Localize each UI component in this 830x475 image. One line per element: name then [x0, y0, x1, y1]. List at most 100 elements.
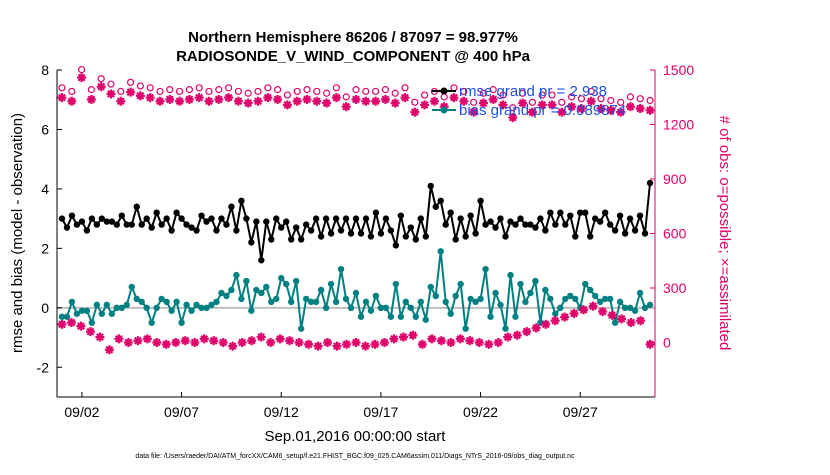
bias-point: [611, 319, 619, 326]
bias-point: [362, 298, 370, 306]
obs-assimilated-marker: [449, 93, 459, 103]
obs-possible-marker: [58, 84, 66, 92]
obs-low-count-marker: [323, 338, 333, 347]
bias-point: [342, 295, 350, 303]
obs-assimilated-marker: [508, 113, 518, 123]
bias-point: [123, 301, 130, 309]
bias-point: [163, 298, 170, 306]
obs-assimilated-marker: [341, 102, 351, 112]
obs-low-count-marker: [417, 339, 427, 349]
bias-point: [572, 295, 579, 303]
obs-assimilated-marker: [194, 93, 204, 103]
bias-point: [258, 289, 265, 297]
obs-low-count-marker: [617, 314, 627, 324]
obs-assimilated-marker: [567, 102, 577, 112]
rmse-point: [626, 215, 634, 222]
bias-point: [542, 286, 549, 294]
obs-possible-marker: [273, 86, 282, 94]
obs-assimilated-marker: [390, 98, 400, 108]
rmse-point: [527, 221, 534, 228]
obs-possible-marker: [558, 98, 566, 106]
bias-point: [128, 283, 135, 291]
rmse-point: [263, 218, 270, 225]
obs-possible-marker: [68, 87, 76, 96]
obs-possible-marker: [538, 91, 546, 99]
obs-assimilated-marker: [371, 96, 381, 106]
obs-assimilated-marker: [361, 96, 371, 106]
bias-point: [482, 265, 489, 273]
obs-possible-marker: [97, 75, 105, 83]
obs-low-count-marker: [237, 338, 247, 347]
obs-assimilated-marker: [518, 98, 528, 108]
obs-low-count-marker: [484, 339, 494, 349]
rmse-point: [163, 215, 170, 222]
rmse-point: [437, 197, 444, 204]
data-file-footnote: data file: /Users/raeder/DAI/ATM_forcXX/…: [135, 453, 575, 460]
rmse-point: [342, 215, 350, 222]
obs-possible-marker: [215, 86, 223, 94]
bias-point: [457, 280, 464, 288]
obs-low-count-marker: [76, 321, 86, 331]
bias-point: [158, 295, 165, 303]
legend: rmse grand pr = 2.938 bias grand pr = 0.…: [432, 83, 626, 119]
legend-rmse-label: rmse grand pr = 2.938: [459, 83, 607, 100]
obs-assimilated-marker: [253, 96, 263, 106]
rmse-point: [497, 215, 504, 222]
obs-low-count-marker: [133, 336, 143, 346]
y-left-tick-label: 8: [41, 62, 49, 78]
rmse-point: [636, 212, 644, 219]
rmse-point: [278, 224, 285, 231]
rmse-point: [223, 221, 230, 228]
rmse-point: [457, 215, 464, 222]
bias-point: [552, 310, 559, 317]
legend-bias-label: bias grand pr = 0.089874: [459, 102, 626, 119]
rmse-point: [123, 221, 130, 228]
y-axis-right-label: # of obs: o=possible; ×=assimilated: [716, 116, 733, 351]
rmse-point: [258, 257, 265, 264]
rmse-point: [582, 209, 589, 216]
obs-possible-marker: [352, 86, 360, 94]
bias-point: [582, 280, 589, 288]
rmse-point: [188, 224, 195, 231]
obs-assimilated-marker: [420, 100, 430, 110]
bias-point: [273, 295, 280, 303]
rmse-point: [108, 218, 116, 225]
rmse-point: [452, 236, 459, 243]
bias-point: [153, 304, 160, 312]
obs-low-count-marker: [636, 316, 646, 326]
rmse-point: [367, 233, 375, 240]
obs-possible-marker: [303, 86, 311, 94]
rmse-point: [307, 227, 315, 234]
rmse-point: [422, 233, 429, 240]
rmse-point: [153, 209, 160, 216]
bias-point: [512, 313, 519, 320]
obs-assimilated-marker: [312, 96, 322, 106]
obs-low-count-marker: [304, 339, 314, 349]
legend-bias-marker: [440, 106, 448, 114]
obs-low-count-marker: [522, 327, 532, 337]
obs-low-count-marker: [389, 334, 399, 344]
obs-assimilated-marker: [469, 107, 479, 117]
obs-low-count-marker: [541, 319, 551, 329]
bias-point: [592, 292, 599, 300]
obs-assimilated-marker: [488, 94, 498, 104]
obs-assimilated-marker: [331, 93, 341, 103]
rmse-point: [273, 215, 280, 222]
obs-possible-marker: [646, 96, 654, 105]
rmse-point: [467, 212, 474, 219]
bias-point: [113, 304, 121, 312]
obs-low-count-marker: [512, 330, 522, 340]
obs-low-count-marker: [379, 338, 389, 347]
rmse-point: [477, 197, 484, 204]
obs-possible-marker: [313, 87, 321, 96]
obs-assimilated-marker: [596, 104, 606, 114]
rmse-point: [601, 209, 609, 216]
obs-possible-marker: [362, 87, 370, 96]
rmse-point: [646, 179, 654, 187]
obs-possible-marker: [450, 84, 458, 92]
obs-possible-marker: [254, 87, 262, 96]
bias-point: [198, 304, 205, 312]
obs-low-count-marker: [104, 345, 114, 355]
y-right-tick-label: 0: [663, 335, 671, 351]
obs-low-count-marker: [360, 341, 370, 351]
